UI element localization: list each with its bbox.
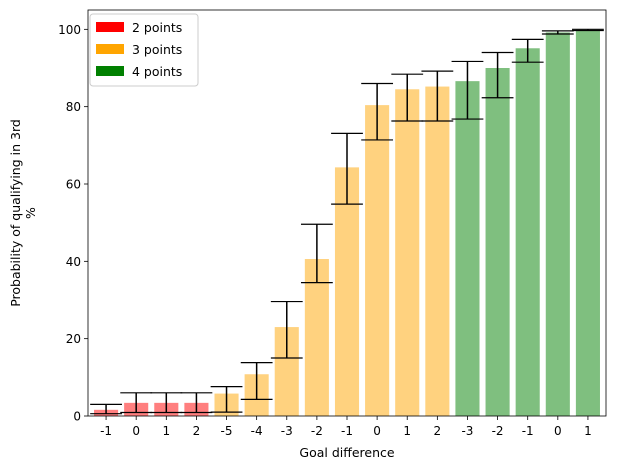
x-tick-label: -3 [461,424,473,438]
legend-label: 4 points [132,64,182,79]
bar [575,29,600,416]
x-tick-label: 1 [403,424,411,438]
bar [395,89,420,417]
legend-swatch [96,44,124,54]
x-tick-label: 0 [373,424,381,438]
x-tick-label: -3 [281,424,293,438]
legend-label: 2 points [132,20,182,35]
legend: 2 points 3 points 4 points [89,13,199,87]
y-tick-label: 0 [73,410,81,424]
bar [425,86,450,416]
y-tick-label: 100 [58,23,81,37]
x-tick-label: -1 [100,424,112,438]
bars [94,29,600,417]
x-axis: -1 0 1 2 -5 -4 -3 -2 -1 0 1 2 -3 -2 -1 0 1 [100,416,592,438]
y-tick-label: 40 [66,255,81,269]
y-axis-label-line-2: % [23,207,38,219]
legend-label: 3 points [132,42,182,57]
x-tick-label: 2 [193,424,201,438]
x-tick-label: -1 [522,424,534,438]
x-tick-label: -2 [492,424,504,438]
bar [304,259,329,416]
legend-swatch [96,66,124,76]
x-tick-label: 2 [434,424,442,438]
bar [515,48,540,416]
y-axis-label-line-1: Probability of qualifying in 3rd [8,119,23,307]
y-tick-label: 20 [66,332,81,346]
bar [485,68,510,416]
x-axis-label: Goal difference [299,445,395,460]
bar [455,81,480,416]
bar [334,167,360,416]
y-tick-label: 60 [66,178,81,192]
x-tick-label: 0 [132,424,140,438]
x-tick-label: 0 [554,424,562,438]
x-tick-label: -4 [251,424,263,438]
x-tick-label: -2 [311,424,323,438]
legend-swatch [96,22,124,32]
y-tick-label: 80 [66,100,81,114]
x-tick-label: 1 [162,424,170,438]
x-tick-label: -5 [221,424,233,438]
x-tick-label: -1 [341,424,353,438]
legend-items: 2 points 3 points 4 points [96,20,182,79]
x-tick-label: 1 [584,424,592,438]
y-axis: 0 20 40 60 80 100 [58,23,88,424]
bar [365,105,390,417]
bar [545,32,570,416]
error-bars [90,28,604,415]
